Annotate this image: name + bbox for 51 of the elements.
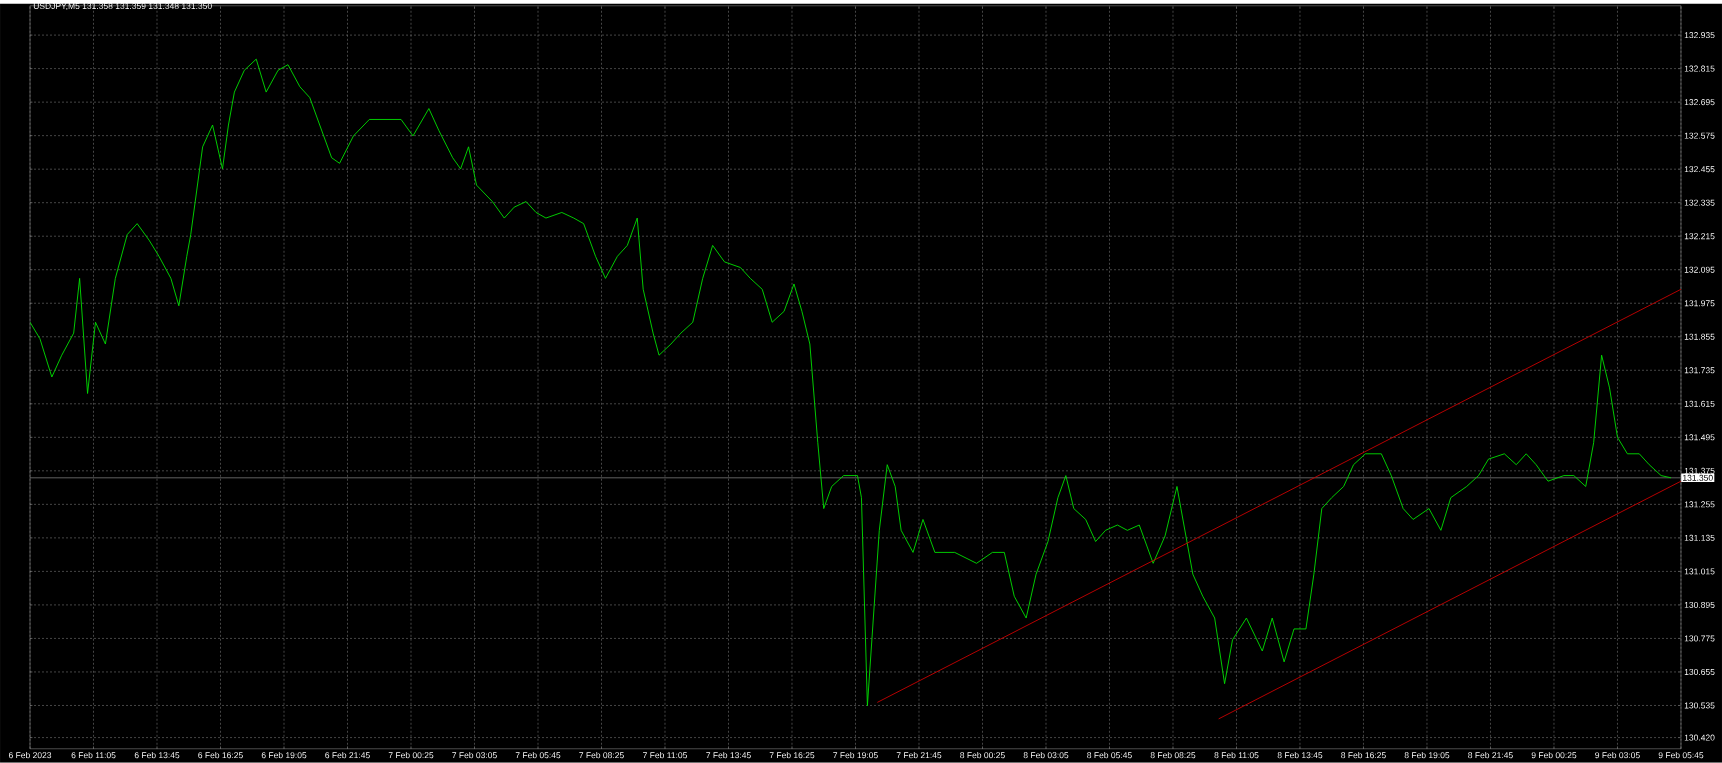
y-tick-label: 132.935 (1684, 32, 1715, 39)
x-tick-label: 7 Feb 05:45 (515, 752, 561, 759)
y-tick-label: 132.575 (1684, 132, 1715, 139)
x-tick-label: 6 Feb 19:05 (261, 752, 307, 759)
x-tick-label: 7 Feb 16:25 (769, 752, 815, 759)
y-tick-label: 131.015 (1684, 568, 1715, 575)
y-tick-label: 132.215 (1684, 233, 1715, 240)
x-tick-label: 8 Feb 16:25 (1341, 752, 1386, 759)
x-tick-label: 6 Feb 2023 (8, 752, 52, 759)
x-tick-label: 8 Feb 03:05 (1023, 752, 1069, 759)
x-tick-label: 7 Feb 00:25 (388, 752, 434, 759)
x-tick-label: 7 Feb 08:25 (579, 752, 624, 759)
chart-title: USDJPY,M5 131.358 131.359 131.348 131.350 (33, 3, 212, 11)
x-tick-label: 9 Feb 00:25 (1531, 752, 1577, 759)
x-tick-label: 6 Feb 11:05 (71, 752, 116, 759)
x-tick-label: 6 Feb 16:25 (198, 752, 243, 759)
y-tick-label: 132.455 (1684, 166, 1715, 173)
x-tick-label: 8 Feb 05:45 (1087, 752, 1132, 759)
y-tick-label: 130.895 (1684, 602, 1715, 609)
x-tick-label: 8 Feb 00:25 (960, 752, 1005, 759)
x-tick-label: 8 Feb 08:25 (1150, 752, 1196, 759)
x-tick-label: 7 Feb 03:05 (452, 752, 497, 759)
y-tick-label: 131.135 (1684, 534, 1715, 541)
y-tick-label: 130.775 (1684, 635, 1715, 642)
y-tick-label: 130.655 (1684, 669, 1715, 676)
y-tick-label: 131.615 (1684, 400, 1715, 407)
x-tick-label: 7 Feb 11:05 (643, 752, 688, 759)
x-tick-label: 6 Feb 21:45 (325, 752, 370, 759)
ref-line-label: 131.350 (1683, 474, 1713, 481)
y-tick-label: 132.815 (1684, 65, 1715, 72)
y-tick-label: 132.695 (1684, 99, 1715, 106)
y-tick-label: 131.855 (1684, 333, 1715, 340)
y-tick-label: 130.420 (1684, 734, 1715, 741)
x-tick-label: 8 Feb 21:45 (1468, 752, 1513, 759)
x-tick-label: 8 Feb 13:45 (1277, 752, 1323, 759)
y-tick-label: 131.375 (1684, 467, 1715, 474)
x-tick-label: 9 Feb 05:45 (1658, 752, 1704, 759)
x-tick-label: 7 Feb 19:05 (833, 752, 878, 759)
y-tick-label: 131.255 (1684, 501, 1715, 508)
x-tick-label: 8 Feb 19:05 (1404, 752, 1450, 759)
y-tick-label: 131.495 (1684, 434, 1715, 441)
y-tick-label: 130.535 (1684, 702, 1715, 709)
x-tick-label: 8 Feb 11:05 (1214, 752, 1259, 759)
x-tick-label: 7 Feb 21:45 (896, 752, 942, 759)
y-tick-label: 131.735 (1684, 367, 1715, 374)
y-tick-label: 131.975 (1684, 300, 1715, 307)
y-tick-label: 132.095 (1684, 266, 1715, 273)
y-tick-label: 132.335 (1684, 199, 1715, 206)
x-tick-label: 6 Feb 13:45 (134, 752, 180, 759)
x-tick-label: 9 Feb 03:05 (1595, 752, 1640, 759)
x-tick-label: 7 Feb 13:45 (706, 752, 751, 759)
